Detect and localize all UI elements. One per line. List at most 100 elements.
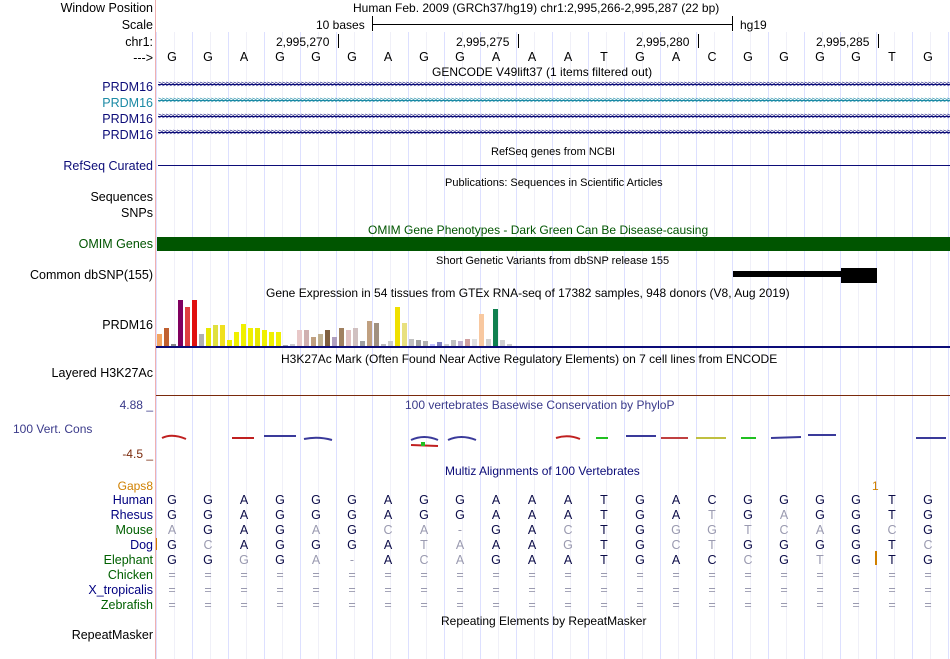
gtex-tissue-bar[interactable] xyxy=(227,340,232,346)
gencode-transcript-4[interactable]: >>>>>>>>>>>>>>>>>>>>>>>>>>>>>>>>>>>>>>>>… xyxy=(158,128,950,136)
gencode-transcript-1[interactable]: >>>>>>>>>>>>>>>>>>>>>>>>>>>>>>>>>>>>>>>>… xyxy=(158,80,950,88)
gtex-tissue-bar[interactable] xyxy=(304,330,309,346)
gtex-tissue-bar[interactable] xyxy=(262,330,267,346)
cons-label[interactable]: 100 Vert. Cons xyxy=(13,422,93,436)
gtex-tissue-bar[interactable] xyxy=(444,344,449,346)
snps-label[interactable]: SNPs xyxy=(121,206,153,220)
gtex-tissue-bar[interactable] xyxy=(381,344,386,346)
aligned-base: = xyxy=(312,568,320,582)
refseq-gene-line[interactable] xyxy=(158,165,950,166)
gtex-tissue-bar[interactable] xyxy=(325,330,330,346)
gtex-tissue-bar[interactable] xyxy=(430,344,435,346)
gtex-tissue-bar[interactable] xyxy=(395,307,400,346)
gtex-tissue-bar[interactable] xyxy=(178,300,183,346)
gtex-gene-label[interactable]: PRDM16 xyxy=(102,318,153,332)
gtex-tissue-bar[interactable] xyxy=(360,341,365,346)
h3k27ac-label[interactable]: Layered H3K27Ac xyxy=(51,366,153,380)
gtex-tissue-bar[interactable] xyxy=(164,328,169,346)
dbsnp-variant-block[interactable] xyxy=(841,268,877,283)
species-label-zebrafish[interactable]: Zebrafish xyxy=(100,598,153,612)
gtex-tissue-bar[interactable] xyxy=(248,328,253,346)
species-label-chicken[interactable]: Chicken xyxy=(107,568,153,582)
gencode-transcript-2[interactable]: >>>>>>>>>>>>>>>>>>>>>>>>>>>>>>>>>>>>>>>>… xyxy=(158,96,950,104)
gtex-tissue-bar[interactable] xyxy=(451,340,456,346)
dbsnp-label[interactable]: Common dbSNP(155) xyxy=(30,268,153,282)
dbsnp-track-title[interactable]: Short Genetic Variants from dbSNP releas… xyxy=(436,255,670,267)
gtex-tissue-bar[interactable] xyxy=(374,323,379,346)
refseq-label[interactable]: RefSeq Curated xyxy=(63,159,153,173)
publications-track-title[interactable]: Publications: Sequences in Scientific Ar… xyxy=(445,177,663,189)
gtex-tissue-bar[interactable] xyxy=(388,341,393,346)
species-label-dog[interactable]: Dog xyxy=(130,538,153,552)
gtex-tissue-bar[interactable] xyxy=(297,330,302,346)
aligned-base: G xyxy=(779,493,789,507)
gtex-tissue-bar[interactable] xyxy=(220,325,225,346)
species-label-elephant[interactable]: Elephant xyxy=(103,553,153,567)
gtex-tissue-bar[interactable] xyxy=(199,334,204,346)
cons-track-title[interactable]: 100 vertebrates Basewise Conservation by… xyxy=(405,398,675,412)
gtex-tissue-bar[interactable] xyxy=(241,324,246,346)
gtex-tissue-bar[interactable] xyxy=(423,341,428,346)
gtex-track-title[interactable]: Gene Expression in 54 tissues from GTEx … xyxy=(266,286,790,300)
aligned-base: A xyxy=(383,553,393,567)
gtex-tissue-bar[interactable] xyxy=(290,344,295,346)
refseq-track-title[interactable]: RefSeq genes from NCBI xyxy=(491,146,616,158)
aligned-base: G xyxy=(203,508,213,522)
gencode-gene-label-4[interactable]: PRDM16 xyxy=(102,128,153,142)
gtex-tissue-bar[interactable] xyxy=(332,337,337,346)
assembly-position-text[interactable]: Human Feb. 2009 (GRCh37/hg19) chr1:2,995… xyxy=(353,1,720,15)
gtex-tissue-bar[interactable] xyxy=(234,332,239,346)
gencode-transcript-3[interactable]: >>>>>>>>>>>>>>>>>>>>>>>>>>>>>>>>>>>>>>>>… xyxy=(158,112,950,120)
gencode-track-title[interactable]: GENCODE V49lift37 (1 items filtered out) xyxy=(432,65,653,79)
gtex-bar-chart[interactable] xyxy=(156,298,536,346)
gtex-tissue-bar[interactable] xyxy=(283,345,288,346)
gtex-tissue-bar[interactable] xyxy=(493,309,498,346)
gtex-tissue-bar[interactable] xyxy=(185,307,190,346)
omim-label[interactable]: OMIM Genes xyxy=(78,237,153,251)
species-label-human[interactable]: Human xyxy=(112,493,153,507)
species-label-x_tropicalis[interactable]: X_tropicalis xyxy=(88,583,153,597)
gtex-tissue-bar[interactable] xyxy=(339,328,344,346)
omim-feature-bar[interactable] xyxy=(157,237,950,251)
gtex-tissue-bar[interactable] xyxy=(318,334,323,346)
sequences-label[interactable]: Sequences xyxy=(90,190,153,204)
repeatmasker-label[interactable]: RepeatMasker xyxy=(71,628,153,642)
gencode-gene-label-2[interactable]: PRDM16 xyxy=(102,96,153,110)
cons-wiggle[interactable] xyxy=(156,430,950,450)
gtex-tissue-bar[interactable] xyxy=(213,325,218,346)
gtex-tissue-bar[interactable] xyxy=(346,330,351,346)
gtex-tissue-bar[interactable] xyxy=(402,323,407,346)
gtex-tissue-bar[interactable] xyxy=(255,328,260,346)
gtex-tissue-bar[interactable] xyxy=(353,328,358,346)
gtex-tissue-bar[interactable] xyxy=(311,337,316,346)
dbsnp-variant-line[interactable] xyxy=(733,271,843,277)
h3k27ac-track-title[interactable]: H3K27Ac Mark (Often Found Near Active Re… xyxy=(281,352,778,366)
gencode-gene-label-1[interactable]: PRDM16 xyxy=(102,80,153,94)
gtex-tissue-bar[interactable] xyxy=(507,344,512,346)
aligned-base: = xyxy=(744,568,752,582)
gtex-tissue-bar[interactable] xyxy=(500,340,505,346)
gencode-gene-label-3[interactable]: PRDM16 xyxy=(102,112,153,126)
gtex-tissue-bar[interactable] xyxy=(367,321,372,346)
gtex-tissue-bar[interactable] xyxy=(276,332,281,346)
gtex-tissue-bar[interactable] xyxy=(458,341,463,346)
gtex-tissue-bar[interactable] xyxy=(437,342,442,346)
aligned-base: = xyxy=(816,568,824,582)
gtex-tissue-bar[interactable] xyxy=(472,339,477,346)
gtex-tissue-bar[interactable] xyxy=(465,339,470,346)
gaps-label[interactable]: Gaps8 xyxy=(118,479,153,493)
omim-track-title[interactable]: OMIM Gene Phenotypes - Dark Green Can Be… xyxy=(368,223,709,237)
multiz-track-title[interactable]: Multiz Alignments of 100 Vertebrates xyxy=(445,464,640,478)
gtex-tissue-bar[interactable] xyxy=(192,300,197,346)
gtex-tissue-bar[interactable] xyxy=(269,332,274,346)
species-label-rhesus[interactable]: Rhesus xyxy=(110,508,153,522)
species-label-mouse[interactable]: Mouse xyxy=(115,523,153,537)
gtex-tissue-bar[interactable] xyxy=(171,344,176,346)
gtex-tissue-bar[interactable] xyxy=(486,339,491,346)
gtex-tissue-bar[interactable] xyxy=(409,339,414,346)
repeatmasker-track-title[interactable]: Repeating Elements by RepeatMasker xyxy=(441,614,647,628)
gtex-tissue-bar[interactable] xyxy=(206,328,211,346)
gtex-tissue-bar[interactable] xyxy=(479,314,484,346)
gtex-tissue-bar[interactable] xyxy=(157,334,162,346)
gtex-tissue-bar[interactable] xyxy=(416,340,421,346)
